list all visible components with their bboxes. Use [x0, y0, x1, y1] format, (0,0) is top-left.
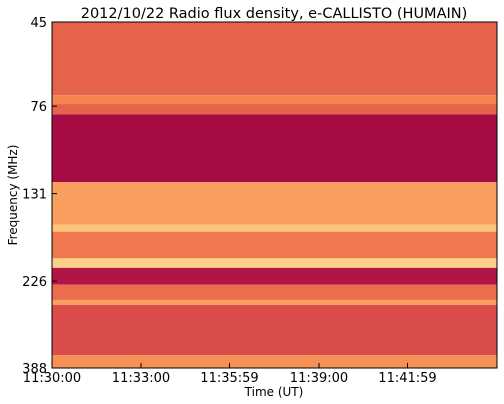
spectrogram-band — [52, 231, 497, 259]
spectrogram-band — [52, 258, 497, 268]
spectrogram-band — [52, 224, 497, 232]
spectrogram-band — [52, 267, 497, 285]
y-tick-label: 131 — [22, 188, 47, 203]
x-axis-label: Time (UT) — [244, 385, 304, 399]
spectrogram-band — [52, 95, 497, 105]
chart-title: 2012/10/22 Radio flux density, e-CALLIST… — [81, 6, 468, 22]
y-axis-label: Frequency (MHz) — [6, 145, 20, 246]
x-tick-label: 11:30:00 — [23, 371, 81, 386]
spectrogram-band — [52, 299, 497, 305]
x-tick-label: 11:35:59 — [200, 371, 258, 386]
y-tick-label: 76 — [30, 100, 47, 115]
plot-frame — [51, 21, 498, 369]
spectrogram-band — [52, 104, 497, 115]
spectrogram-band — [52, 22, 497, 96]
spectrogram-band — [52, 114, 497, 183]
y-tick-label: 45 — [30, 16, 47, 31]
x-tick-label: 11:33:00 — [112, 371, 170, 386]
spectrogram-band — [52, 182, 497, 225]
spectrogram-band — [52, 284, 497, 300]
x-tick-label: 11:41:59 — [378, 371, 436, 386]
spectrogram-band — [52, 304, 497, 356]
x-tick-label: 11:39:00 — [290, 371, 348, 386]
y-tick-label: 388 — [22, 362, 47, 377]
spectrogram-band — [52, 355, 497, 368]
y-tick-label: 226 — [22, 275, 47, 290]
